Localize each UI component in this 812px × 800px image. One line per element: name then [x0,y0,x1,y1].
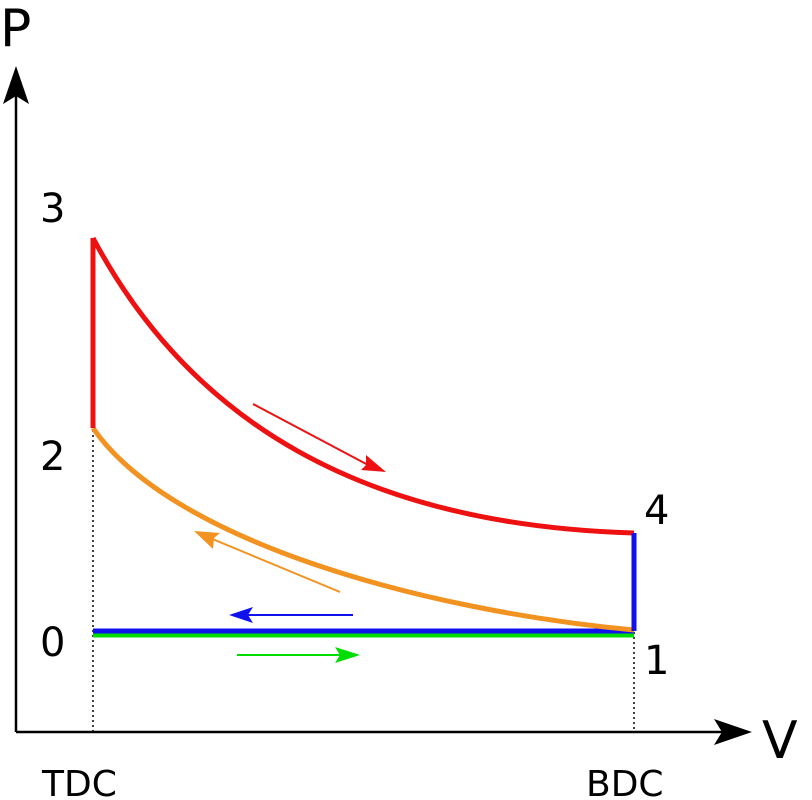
intake-direction-arrowhead [335,647,360,663]
bdc-label: BDC [586,764,664,800]
power-direction-arrow [252,403,371,467]
x-axis-label: V [762,711,798,771]
compression-direction-arrow [209,537,341,593]
x-axis-arrowhead [714,719,752,745]
power-curve [90,236,635,536]
point-label-2: 2 [40,434,65,480]
compression-direction-arrowhead [194,531,220,549]
point-label-3: 3 [40,186,65,232]
exhaust-direction-arrowhead [229,607,253,623]
point-label-0: 0 [40,620,65,666]
compression-curve [90,426,635,633]
point-label-1: 1 [644,638,669,684]
power-direction-arrowhead [361,455,386,472]
tdc-label: TDC [41,764,117,800]
point-label-4: 4 [644,488,669,534]
y-axis-arrowhead [3,66,29,104]
y-axis-label: P [0,0,31,59]
